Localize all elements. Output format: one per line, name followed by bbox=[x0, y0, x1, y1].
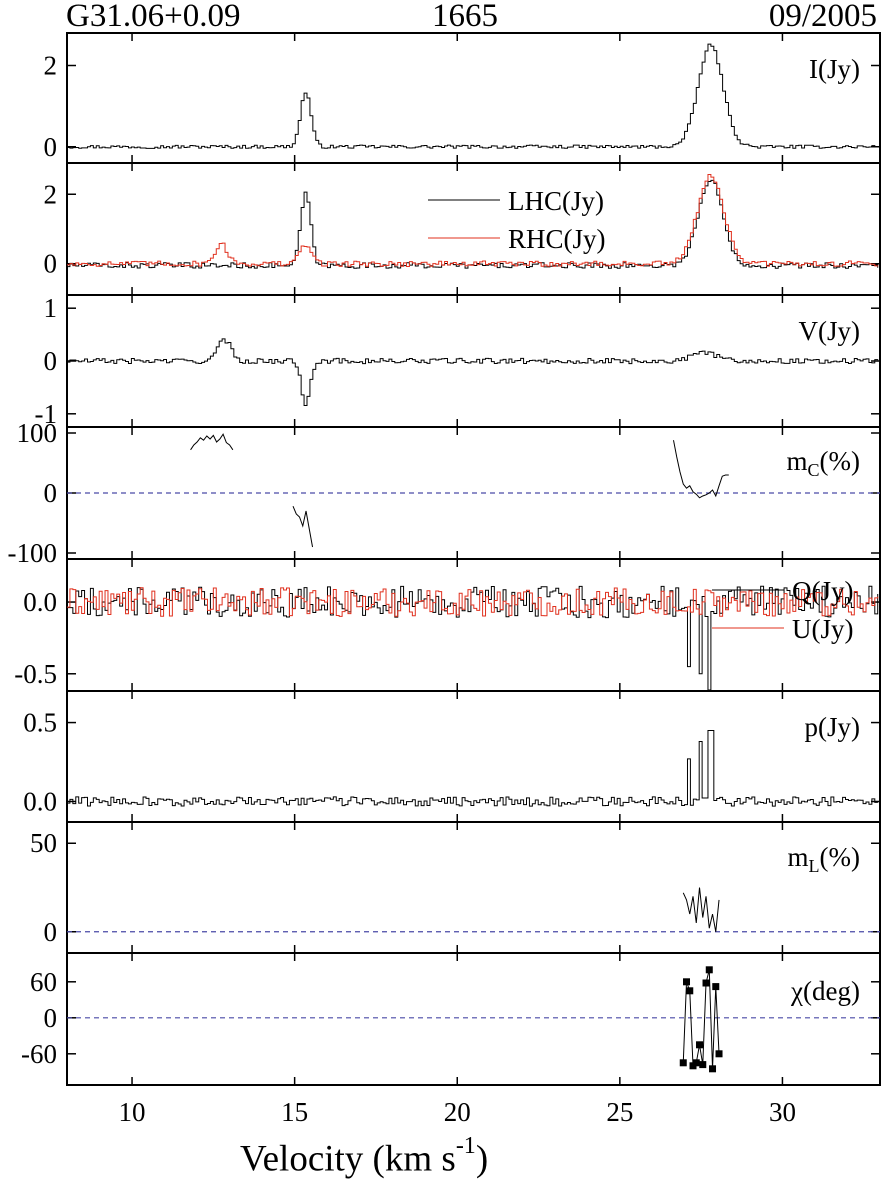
panel-p: 0.5 0.0 p(Jy) bbox=[23, 690, 881, 823]
data-point bbox=[692, 1059, 700, 1067]
y-tick-label: 0.0 bbox=[23, 786, 57, 816]
x-tick-label: 25 bbox=[606, 1097, 633, 1127]
panel-label: mL(%) bbox=[788, 842, 861, 876]
data-point bbox=[683, 978, 691, 986]
y-tick-label: 0.5 bbox=[23, 708, 57, 738]
series-u-jy- bbox=[67, 587, 879, 617]
y-tick-label: 1 bbox=[44, 293, 58, 323]
data-trace bbox=[190, 433, 234, 451]
panel-chi: 60 0 -60 χ(deg) 10 15 20 25 30 bbox=[21, 952, 881, 1127]
series-black bbox=[67, 43, 879, 149]
data-trace bbox=[682, 887, 720, 932]
y-tick-label: 0 bbox=[44, 478, 58, 508]
y-tick-label: 0 bbox=[44, 249, 58, 279]
data-point bbox=[709, 1065, 717, 1073]
panel-frame bbox=[66, 162, 881, 296]
panel-frame bbox=[66, 821, 881, 954]
data-point bbox=[686, 987, 694, 995]
y-tick-label: 2 bbox=[44, 51, 58, 81]
legend-label: RHC(Jy) bbox=[508, 224, 606, 254]
panel-label: χ(deg) bbox=[790, 976, 860, 1006]
x-tick-label: 30 bbox=[769, 1097, 796, 1127]
y-tick-label: 60 bbox=[30, 967, 57, 997]
y-tick-label: 0.0 bbox=[23, 587, 57, 617]
data-point bbox=[696, 1041, 704, 1049]
panel-I: 0 2 I(Jy) bbox=[44, 32, 881, 164]
y-tick-label: -0.5 bbox=[14, 659, 57, 689]
y-tick-label: 50 bbox=[30, 828, 57, 858]
legend-label: LHC(Jy) bbox=[508, 186, 604, 216]
x-axis-label: Velocity (km s-1) bbox=[240, 1130, 488, 1179]
panel-frame bbox=[66, 32, 881, 164]
legend-label: U(Jy) bbox=[792, 614, 854, 644]
series-black bbox=[67, 729, 879, 807]
source-name: G31.06+0.09 bbox=[66, 0, 241, 34]
series-rhc-jy- bbox=[67, 173, 879, 267]
y-tick-label: 0 bbox=[44, 132, 58, 162]
series-lhc-jy- bbox=[67, 179, 879, 269]
legend-label: Q(Jy) bbox=[792, 576, 854, 606]
y-tick-label: -1 bbox=[35, 399, 58, 429]
x-axis-label-close: ) bbox=[475, 1138, 489, 1179]
x-axis-label-exponent: -1 bbox=[455, 1133, 476, 1159]
panel-frame bbox=[66, 558, 881, 692]
data-trace bbox=[673, 440, 729, 499]
x-tick-label: 20 bbox=[444, 1097, 471, 1127]
panel-QU: 0.0 -0.5 Q(Jy) U(Jy) bbox=[14, 558, 881, 692]
data-point bbox=[679, 1059, 687, 1067]
y-tick-label: 2 bbox=[44, 179, 58, 209]
x-tick-label: 10 bbox=[119, 1097, 146, 1127]
y-tick-label: -60 bbox=[21, 1039, 57, 1069]
series-q-jy- bbox=[67, 585, 879, 691]
x-axis-label-text: Velocity (km s bbox=[240, 1138, 456, 1179]
series-black bbox=[67, 338, 879, 406]
date-label: 09/2005 bbox=[768, 0, 877, 34]
data-trace bbox=[292, 506, 314, 548]
panel-label: V(Jy) bbox=[799, 316, 861, 346]
y-tick-label: 0 bbox=[44, 917, 58, 947]
panel-frame bbox=[66, 952, 881, 1086]
y-tick-label: -100 bbox=[8, 538, 58, 568]
panel-mL: 50 0 mL(%) bbox=[30, 821, 881, 954]
y-tick-label: 0 bbox=[44, 346, 58, 376]
frequency-label: 1665 bbox=[432, 0, 498, 34]
panel-label: p(Jy) bbox=[805, 712, 861, 742]
panel-label: mC(%) bbox=[786, 446, 860, 480]
panel-LR: 0 2 LHC(Jy) RHC(Jy) bbox=[44, 162, 881, 296]
data-point bbox=[715, 1050, 723, 1058]
data-point bbox=[712, 983, 720, 991]
panel-mc: 100 0 -100 mC(%) bbox=[8, 418, 881, 568]
data-point bbox=[705, 966, 713, 974]
panel-label: I(Jy) bbox=[809, 54, 860, 84]
x-tick-label: 15 bbox=[281, 1097, 308, 1127]
data-point bbox=[699, 1061, 707, 1069]
data-point bbox=[702, 979, 710, 987]
y-tick-label: 100 bbox=[17, 418, 58, 448]
panel-V: 1 0 -1 V(Jy) bbox=[35, 293, 881, 429]
y-tick-label: 0 bbox=[44, 1003, 58, 1033]
